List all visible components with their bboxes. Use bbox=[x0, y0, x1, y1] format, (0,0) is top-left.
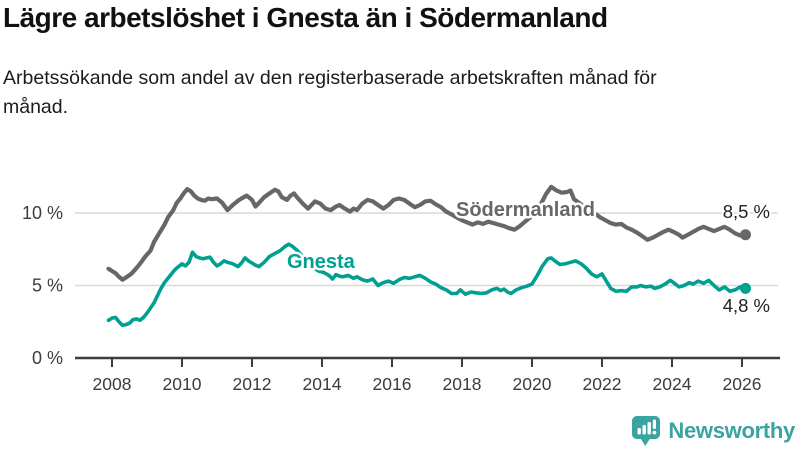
y-tick-label: 5 % bbox=[32, 276, 63, 296]
newsworthy-logo: Newsworthy bbox=[631, 415, 795, 447]
value-label-sodermanland: 8,5 % bbox=[723, 201, 770, 222]
series-label-gnesta: Gnesta bbox=[287, 251, 356, 273]
newsworthy-icon bbox=[632, 416, 661, 446]
x-tick-label: 2026 bbox=[723, 374, 762, 394]
axis-labels-layer: 0 % 5 % 10 % 2008 2010 2012 2014 2016 2018 2020 20… bbox=[22, 203, 762, 394]
logo-bar-chart-icon bbox=[637, 419, 657, 435]
chart-header: Lägre arbetslöshet i Gnesta än i Söderma… bbox=[3, 2, 797, 123]
grid-layer bbox=[75, 212, 780, 367]
x-tick-label: 2020 bbox=[513, 374, 552, 394]
series-end-dot-gnesta bbox=[740, 282, 751, 294]
x-tick-label: 2024 bbox=[653, 374, 692, 394]
x-tick-label: 2008 bbox=[93, 374, 132, 394]
x-tick-label: 2014 bbox=[303, 374, 342, 394]
x-tick-label: 2016 bbox=[373, 374, 412, 394]
newsworthy-wordmark: Newsworthy bbox=[668, 418, 795, 443]
series-layer bbox=[106, 184, 751, 328]
x-tick-label: 2010 bbox=[163, 374, 202, 394]
series-line-sodermanland bbox=[106, 184, 748, 282]
series-end-dot-sodermanland bbox=[740, 229, 751, 241]
value-label-gnesta: 4,8 % bbox=[723, 295, 770, 316]
series-label-sodermanland: Södermanland bbox=[456, 199, 595, 221]
chart-subtitle: Arbetssökande som andel av den registerb… bbox=[3, 67, 657, 119]
y-tick-label: 0 % bbox=[32, 348, 63, 368]
series-line-gnesta bbox=[106, 242, 748, 328]
chart-title: Lägre arbetslöshet i Gnesta än i Söderma… bbox=[3, 2, 608, 33]
x-tick-label: 2022 bbox=[583, 374, 622, 394]
x-tick-label: 2012 bbox=[233, 374, 272, 394]
y-tick-label: 10 % bbox=[22, 203, 63, 223]
x-tick-label: 2018 bbox=[443, 374, 482, 394]
